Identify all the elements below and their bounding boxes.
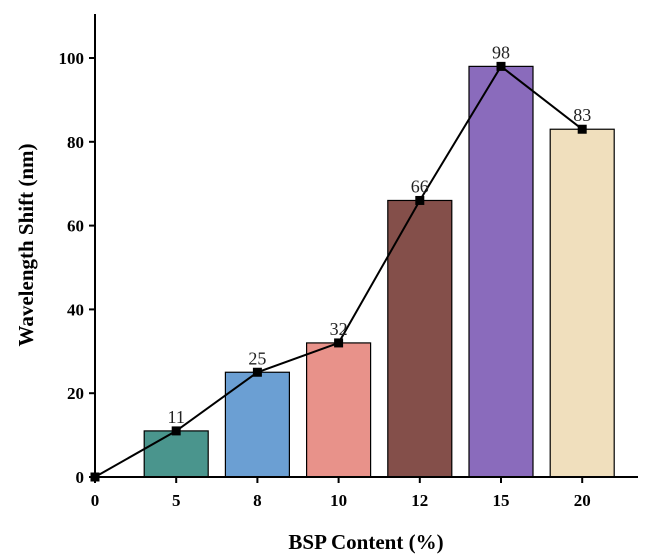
- line-marker-12: [415, 195, 425, 205]
- bar-5: [143, 430, 209, 478]
- data-label-20: 83: [573, 105, 591, 125]
- y-tick-label: 60: [67, 217, 84, 236]
- bar-10: [306, 342, 372, 478]
- data-label-8: 25: [248, 348, 266, 368]
- data-label-12: 66: [411, 176, 429, 196]
- y-ticks-group: 0 20 40 60 80 100: [59, 49, 95, 487]
- y-tick-label: 20: [67, 384, 84, 403]
- x-tick-label: 20: [574, 491, 591, 510]
- data-label-15: 98: [492, 42, 510, 62]
- line-marker-15: [496, 61, 506, 71]
- bar-12: [387, 199, 453, 478]
- y-tick-label: 0: [76, 468, 85, 487]
- line-marker-8: [252, 367, 262, 377]
- bar-15: [468, 65, 534, 478]
- x-tick-label: 0: [91, 491, 100, 510]
- bar-8: [224, 371, 290, 478]
- y-tick-label: 100: [59, 49, 85, 68]
- y-tick-label: 40: [67, 300, 84, 319]
- data-label-10: 32: [330, 319, 348, 339]
- bar-20: [549, 128, 615, 478]
- x-tick-label: 15: [493, 491, 510, 510]
- x-tick-label: 12: [411, 491, 428, 510]
- axes-group: [94, 14, 638, 478]
- data-labels-group: 11 25 32 66 98 83: [168, 42, 592, 427]
- x-tick-label: 10: [330, 491, 347, 510]
- line-marker-20: [577, 124, 587, 134]
- line-marker-5: [171, 426, 181, 436]
- x-axis-title: BSP Content (%): [288, 530, 443, 554]
- line-marker-10: [334, 338, 344, 348]
- y-axis-title: Wavelength Shift (nm): [14, 143, 38, 346]
- bars-group: [143, 65, 615, 478]
- line-overlay-group: [90, 61, 587, 482]
- data-label-5: 11: [168, 407, 185, 427]
- x-ticks-group: 0 5 8 10 12 15 20: [91, 477, 591, 510]
- x-tick-label: 8: [253, 491, 262, 510]
- y-tick-label: 80: [67, 133, 84, 152]
- line-marker-0: [90, 472, 100, 482]
- x-tick-label: 5: [172, 491, 181, 510]
